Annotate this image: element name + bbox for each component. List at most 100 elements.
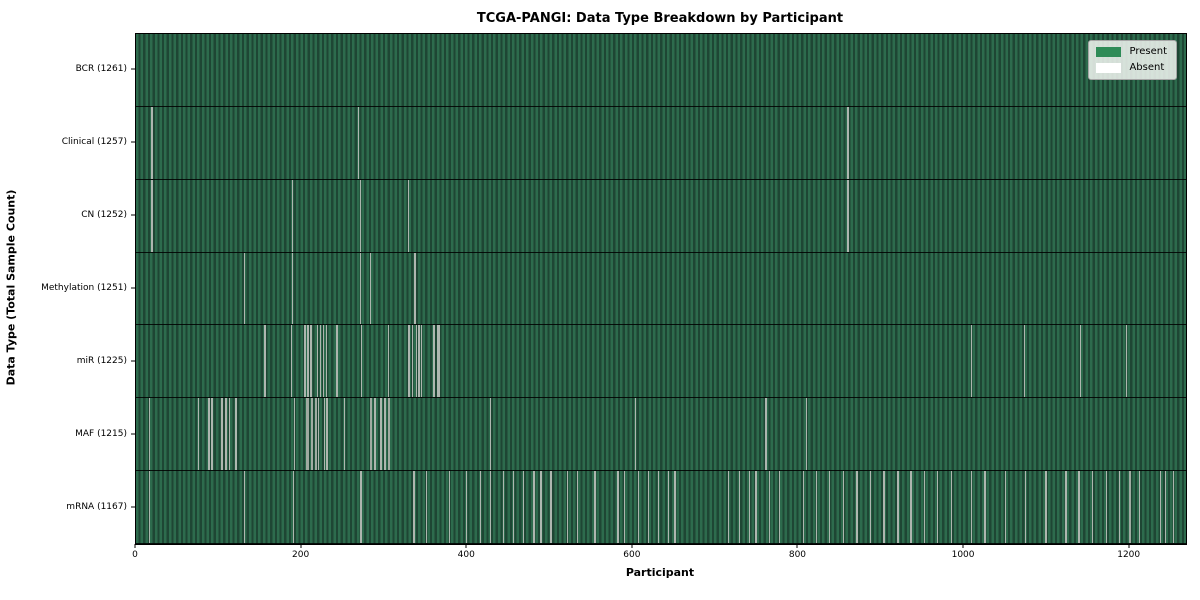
absent-mark <box>360 471 362 543</box>
x-tick-mark <box>631 544 633 548</box>
y-tick-mark <box>131 360 135 362</box>
absent-mark <box>778 471 780 543</box>
absent-mark <box>304 325 306 398</box>
absent-mark <box>667 471 670 543</box>
absent-mark <box>623 471 626 543</box>
y-axis-label: Data Type (Total Sample Count) <box>4 189 18 386</box>
absent-mark <box>593 471 596 543</box>
absent-mark <box>1159 471 1161 543</box>
absent-mark <box>674 471 676 543</box>
absent-mark <box>325 325 328 398</box>
absent-mark <box>407 179 410 252</box>
absent-mark <box>433 325 435 398</box>
absent-mark <box>310 398 314 471</box>
datatype-row-bcr <box>136 34 1186 107</box>
absent-mark <box>369 398 372 471</box>
y-tick-label: miR (1225) <box>76 355 127 366</box>
absent-mark <box>411 325 414 398</box>
x-axis-label: Participant <box>625 566 695 579</box>
absent-mark <box>765 398 767 471</box>
absent-mark <box>369 252 372 325</box>
absent-mark <box>502 471 505 543</box>
absent-mark <box>323 398 326 471</box>
y-tick-label: CN (1252) <box>81 210 127 221</box>
absent-mark <box>856 471 859 543</box>
absent-mark <box>264 325 266 398</box>
absent-mark <box>1023 325 1025 398</box>
absent-mark <box>1024 471 1027 543</box>
absent-mark <box>1118 471 1121 543</box>
absent-mark <box>150 179 153 252</box>
datatype-row-mrna <box>136 471 1186 544</box>
datatype-row-maf <box>136 398 1186 472</box>
absent-mark <box>408 325 411 398</box>
absent-mark <box>728 471 730 543</box>
absent-mark <box>420 325 423 398</box>
absent-mark <box>291 252 294 325</box>
absent-mark <box>512 471 515 543</box>
absent-mark <box>449 471 451 543</box>
absent-mark <box>343 398 346 471</box>
y-tick-label: mRNA (1167) <box>66 501 127 512</box>
absent-mark <box>847 179 849 252</box>
absent-mark <box>418 325 420 398</box>
absent-mark <box>829 471 831 543</box>
absent-mark <box>489 471 492 543</box>
absent-mark <box>897 471 899 543</box>
absent-mark <box>314 398 318 471</box>
absent-mark <box>869 471 872 543</box>
y-tick-label: BCR (1261) <box>75 64 127 75</box>
y-tick-label: Methylation (1251) <box>41 283 127 293</box>
datatype-row-mir <box>136 325 1186 399</box>
absent-mark <box>1138 471 1140 543</box>
absent-mark <box>149 471 151 543</box>
absent-mark <box>923 471 926 543</box>
absent-mark <box>359 252 362 325</box>
absent-mark <box>323 325 325 398</box>
legend-present-label: Present <box>1129 46 1167 57</box>
absent-mark <box>305 398 310 471</box>
x-tick-mark <box>465 544 467 548</box>
x-tick-mark <box>1128 544 1130 548</box>
x-tick-mark <box>796 544 798 548</box>
x-tick-mark <box>300 544 302 548</box>
absent-mark <box>910 471 912 543</box>
absent-mark <box>815 471 818 543</box>
absent-mark <box>802 471 804 543</box>
absent-mark <box>309 325 312 398</box>
absent-mark <box>292 471 294 543</box>
y-tick-label: Clinical (1257) <box>61 137 127 148</box>
absent-mark <box>384 398 387 471</box>
absent-mark <box>436 325 438 398</box>
absent-mark <box>211 398 213 471</box>
absent-mark <box>1045 471 1047 543</box>
absent-mark <box>768 471 770 543</box>
absent-mark <box>983 471 986 543</box>
x-tick-mark <box>962 544 964 548</box>
absent-mark <box>243 252 246 325</box>
absent-mark <box>617 471 619 543</box>
absent-mark <box>847 106 849 179</box>
absent-swatch <box>1096 62 1122 73</box>
absent-mark <box>647 471 650 543</box>
absent-mark <box>950 471 953 543</box>
absent-mark <box>1125 325 1128 398</box>
x-tick-label: 0 <box>132 550 138 560</box>
absent-mark <box>361 325 363 398</box>
absent-mark <box>970 325 972 398</box>
absent-mark <box>1078 471 1080 543</box>
legend-absent-label: Absent <box>1129 62 1165 73</box>
y-tick-mark <box>131 214 135 216</box>
absent-mark <box>438 325 440 398</box>
absent-mark <box>380 398 382 471</box>
y-tick-mark <box>131 141 135 143</box>
present-swatch <box>1096 46 1122 57</box>
absent-mark <box>1165 471 1167 543</box>
absent-mark <box>228 398 231 471</box>
absent-mark <box>936 471 939 543</box>
x-tick-label: 600 <box>623 550 641 560</box>
absent-mark <box>235 398 237 471</box>
absent-mark <box>415 325 418 398</box>
x-tick-label: 800 <box>788 550 807 560</box>
absent-mark <box>336 325 338 398</box>
